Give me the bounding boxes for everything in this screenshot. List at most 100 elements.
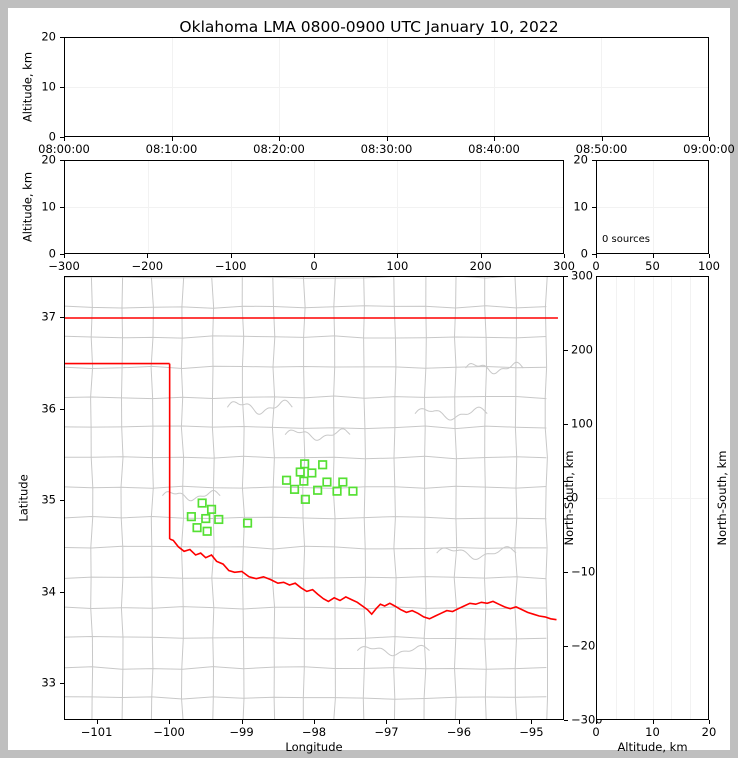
axis-tick bbox=[60, 87, 64, 88]
lma-station-marker bbox=[281, 475, 292, 485]
axis-tick-label: 08:50:00 bbox=[575, 142, 628, 156]
east-west-height-panel[interactable] bbox=[64, 160, 564, 254]
grid-line-vertical bbox=[148, 161, 149, 253]
axis-tick bbox=[709, 254, 710, 258]
plan-view-map-panel[interactable] bbox=[64, 276, 564, 720]
axis-tick bbox=[60, 408, 64, 410]
lma-station-marker bbox=[202, 526, 212, 536]
axis-tick-label: 36 bbox=[41, 400, 56, 415]
axis-tick-label: 34 bbox=[41, 584, 56, 599]
axis-tick bbox=[494, 137, 495, 141]
lma-station-marker bbox=[186, 512, 196, 522]
axis-tick bbox=[531, 720, 533, 724]
axis-tick-label: −96 bbox=[446, 725, 472, 739]
axis-tick bbox=[564, 276, 568, 277]
axis-tick-label: 35 bbox=[41, 492, 56, 507]
lma-station-marker bbox=[295, 467, 305, 477]
axis-title: North-South, km bbox=[715, 450, 729, 546]
axis-tick bbox=[60, 137, 64, 138]
axis-tick bbox=[60, 500, 64, 502]
lma-station-marker bbox=[307, 468, 317, 478]
axis-tick-label: 300 bbox=[553, 259, 575, 273]
axis-title: North-South, km bbox=[562, 450, 576, 546]
axis-tick-label: 50 bbox=[645, 259, 660, 273]
axis-tick bbox=[60, 254, 64, 255]
source-count-annotation: 0 sources bbox=[602, 234, 650, 245]
axis-tick bbox=[592, 207, 596, 208]
lma-station-markers bbox=[186, 459, 358, 536]
axis-tick-label: 0 bbox=[592, 725, 600, 739]
grid-line-vertical bbox=[652, 161, 654, 253]
axis-tick-label: 100 bbox=[698, 259, 720, 273]
figure-canvas: Oklahoma LMA 0800-0900 UTC January 10, 2… bbox=[8, 8, 735, 753]
axis-tick-label: 0 bbox=[592, 259, 600, 273]
axis-tick-label: 10 bbox=[645, 725, 660, 739]
axis-tick-label: −100 bbox=[153, 725, 185, 739]
axis-tick bbox=[564, 646, 568, 647]
axis-tick bbox=[64, 137, 65, 141]
axis-tick-label: −300 bbox=[571, 712, 603, 727]
axis-tick bbox=[60, 317, 64, 319]
grid-line-vertical bbox=[671, 277, 672, 719]
axis-tick-label: 300 bbox=[571, 268, 593, 283]
axis-tick-label: 100 bbox=[571, 416, 593, 431]
grid-line-vertical bbox=[231, 161, 232, 253]
axis-tick-label: 09:00:00 bbox=[683, 142, 735, 156]
axis-tick-label: −300 bbox=[48, 259, 80, 273]
axis-tick-label: 10 bbox=[41, 199, 56, 214]
lma-station-marker bbox=[318, 460, 328, 470]
axis-tick-label: 08:10:00 bbox=[145, 142, 198, 156]
axis-tick-label: 0 bbox=[48, 129, 56, 144]
axis-tick-label: −98 bbox=[301, 725, 327, 739]
north-south-height-panel[interactable] bbox=[596, 276, 709, 720]
axis-tick bbox=[147, 254, 149, 258]
axis-tick bbox=[596, 254, 597, 258]
lma-station-marker bbox=[197, 498, 207, 508]
state-boundaries bbox=[65, 317, 558, 621]
axis-tick-label: 08:30:00 bbox=[360, 142, 413, 156]
axis-tick-label: −200 bbox=[131, 259, 164, 273]
axis-tick-label: 33 bbox=[41, 675, 56, 690]
axis-tick-label: −99 bbox=[229, 725, 254, 739]
axis-tick bbox=[564, 350, 568, 351]
axis-tick-label: 08:00:00 bbox=[38, 142, 90, 156]
axis-tick bbox=[171, 137, 173, 141]
axis-tick bbox=[96, 720, 98, 724]
axis-title: Latitude bbox=[16, 474, 31, 522]
grid-line-vertical bbox=[279, 38, 281, 136]
axis-tick bbox=[564, 424, 568, 425]
lma-station-marker bbox=[299, 476, 309, 486]
lma-station-marker bbox=[338, 477, 348, 487]
altitude-histogram-panel[interactable]: 0 sources bbox=[596, 160, 709, 254]
axis-tick bbox=[60, 591, 64, 593]
axis-tick bbox=[386, 137, 388, 141]
grid-line-vertical bbox=[652, 277, 654, 719]
lma-station-marker bbox=[348, 486, 358, 496]
lma-station-marker bbox=[322, 477, 332, 487]
axis-tick bbox=[480, 254, 482, 258]
axis-tick bbox=[314, 254, 315, 258]
axis-tick bbox=[386, 720, 388, 724]
grid-line-vertical bbox=[615, 277, 617, 719]
axis-tick-label: 08:40:00 bbox=[468, 142, 520, 156]
grid-line-vertical bbox=[493, 38, 495, 136]
map-geometry bbox=[65, 277, 558, 719]
figure-title: Oklahoma LMA 0800-0900 UTC January 10, 2… bbox=[179, 18, 559, 36]
grid-line-vertical bbox=[314, 161, 315, 253]
axis-tick-label: −100 bbox=[571, 564, 603, 579]
lma-station-marker bbox=[214, 514, 224, 525]
axis-tick bbox=[601, 137, 603, 141]
axis-tick-label: 20 bbox=[41, 152, 56, 167]
axis-tick bbox=[60, 160, 64, 161]
axis-tick bbox=[397, 254, 399, 258]
axis-tick-label: 0 bbox=[310, 259, 318, 273]
axis-title: Altitude, km bbox=[617, 740, 688, 754]
axis-tick-label: −97 bbox=[374, 725, 399, 739]
axis-tick bbox=[652, 254, 654, 258]
lma-station-marker bbox=[242, 518, 253, 528]
time-height-panel[interactable] bbox=[64, 37, 709, 137]
grid-line-vertical bbox=[172, 38, 174, 136]
axis-tick bbox=[709, 720, 710, 724]
axis-tick bbox=[279, 137, 280, 141]
grid-line-vertical bbox=[397, 161, 398, 253]
